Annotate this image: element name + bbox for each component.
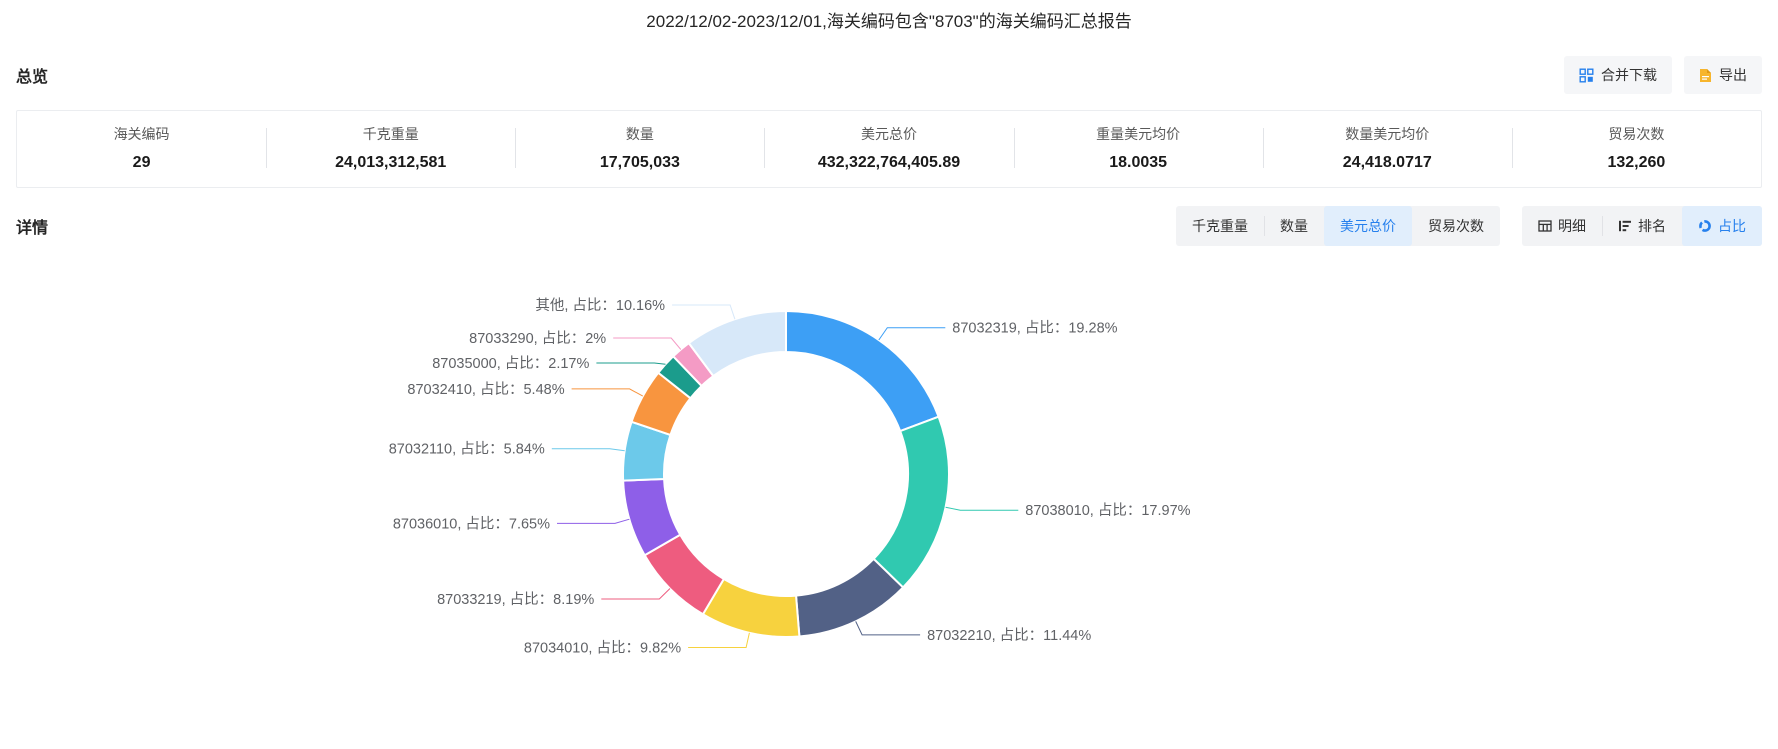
donut-label: 87032110, 占比：5.84% — [389, 441, 545, 458]
detail-header: 详情 千克重量 数量 美元总价 贸易次数 — [0, 206, 1778, 246]
stat-label: 美元总价 — [860, 126, 917, 142]
stat-value: 24,013,312,581 — [335, 154, 447, 171]
tab-quantity[interactable]: 数量 — [1264, 206, 1324, 246]
tab-label: 排名 — [1638, 218, 1666, 234]
rank-icon — [1618, 219, 1632, 233]
pie-icon — [1698, 219, 1712, 233]
donut-label: 87033219, 占比：8.19% — [437, 591, 594, 608]
overview-actions: 合并下载 导出 — [1564, 56, 1762, 94]
tab-label: 数量 — [1280, 218, 1308, 234]
donut-label-line — [551, 448, 625, 452]
metric-tab-group: 千克重量 数量 美元总价 贸易次数 — [1176, 206, 1500, 246]
donut-segment-其他[interactable] — [687, 310, 787, 378]
merge-download-label: 合并下载 — [1601, 67, 1657, 83]
donut-label: 87032210, 占比：11.44% — [927, 627, 1091, 644]
donut-label-line — [878, 327, 946, 341]
donut-chart-svg: 其他, 占比：10.16% 87033290, 占比：2% 87035000, 占比… — [389, 297, 1191, 657]
page-title: 2022/12/02-2023/12/01,海关编码包含"8703"的海关编码汇… — [646, 12, 1132, 31]
donut-label-line — [688, 632, 750, 648]
tab-label: 千克重量 — [1192, 218, 1248, 234]
donut-label-line — [557, 518, 630, 524]
export-file-icon — [1699, 68, 1712, 83]
donut-label-line — [945, 506, 1019, 511]
donut-label-line — [672, 304, 736, 320]
donut-label: 87033290, 占比：2% — [469, 330, 606, 347]
export-button[interactable]: 导出 — [1684, 56, 1762, 94]
donut-label: 87038010, 占比：17.97% — [1025, 502, 1190, 519]
stat-value: 29 — [132, 154, 151, 171]
detail-controls: 千克重量 数量 美元总价 贸易次数 — [1176, 206, 1762, 246]
donut-label: 87032319, 占比：19.28% — [952, 320, 1117, 337]
stat-value: 432,322,764,405.89 — [817, 154, 961, 171]
stat-label: 数量美元均价 — [1345, 126, 1430, 142]
donut-label: 87034010, 占比：9.82% — [524, 639, 681, 656]
donut-label: 其他, 占比：10.16% — [535, 297, 665, 314]
donut-label: 87032410, 占比：5.48% — [407, 381, 564, 398]
stat-value: 17,705,033 — [599, 154, 680, 171]
tab-label: 美元总价 — [1340, 218, 1396, 234]
donut-label-line — [613, 337, 682, 350]
overview-stats-bar: 海关编码 29 千克重量 24,013,312,581 数量 17,705,03… — [16, 110, 1762, 188]
stat-kg-weight: 千克重量 24,013,312,581 — [266, 124, 515, 172]
overview-header: 总览 合并下载 导出 — [0, 56, 1778, 94]
overview-section-title: 总览 — [16, 69, 49, 86]
stat-usd-total: 美元总价 432,322,764,405.89 — [764, 124, 1013, 172]
view-tab-proportion[interactable]: 占比 — [1682, 206, 1762, 246]
donut-label-line — [855, 621, 921, 636]
tab-label: 占比 — [1718, 218, 1746, 234]
merge-download-icon — [1579, 68, 1594, 83]
stat-weight-usd-avg: 重量美元均价 18.0035 — [1013, 124, 1263, 172]
stat-value: 18.0035 — [1109, 154, 1168, 171]
view-tab-group: 明细 排名 占比 — [1522, 206, 1762, 246]
donut-label: 87035000, 占比：2.17% — [432, 355, 589, 372]
donut-label: 87036010, 占比：7.65% — [393, 515, 550, 532]
view-tab-rank[interactable]: 排名 — [1602, 206, 1682, 246]
donut-chart: 其他, 占比：10.16% 87033290, 占比：2% 87035000, 占比… — [0, 250, 1778, 749]
tab-trade-count[interactable]: 贸易次数 — [1412, 206, 1500, 246]
donut-label-line — [601, 588, 671, 600]
donut-label-line — [571, 388, 644, 397]
stat-trade-count: 贸易次数 132,260 — [1511, 124, 1761, 172]
donut-label-line — [596, 362, 666, 365]
stat-label: 重量美元均价 — [1096, 126, 1181, 142]
donut-segment-87032210[interactable] — [795, 557, 905, 638]
merge-download-button[interactable]: 合并下载 — [1564, 56, 1672, 94]
tab-kg-weight[interactable]: 千克重量 — [1176, 206, 1264, 246]
stat-quantity-usd-avg: 数量美元均价 24,418.0717 — [1262, 124, 1512, 172]
stat-label: 数量 — [625, 126, 654, 142]
stat-value: 24,418.0717 — [1342, 154, 1432, 171]
tab-usd-total[interactable]: 美元总价 — [1324, 206, 1412, 246]
tab-label: 明细 — [1558, 218, 1586, 234]
view-tab-detail[interactable]: 明细 — [1522, 206, 1602, 246]
stat-customs-code: 海关编码 29 — [17, 124, 266, 172]
detail-section-title: 详情 — [16, 220, 49, 237]
donut-segment-87032319[interactable] — [785, 310, 940, 433]
donut-segment-87038010[interactable] — [872, 415, 950, 589]
table-icon — [1538, 219, 1552, 233]
tab-label: 贸易次数 — [1428, 218, 1484, 234]
stat-value: 132,260 — [1607, 154, 1666, 171]
stat-label: 千克重量 — [362, 126, 419, 142]
stat-label: 海关编码 — [113, 126, 170, 142]
stat-label: 贸易次数 — [1608, 126, 1665, 142]
stat-quantity: 数量 17,705,033 — [515, 124, 764, 172]
export-label: 导出 — [1719, 67, 1747, 83]
